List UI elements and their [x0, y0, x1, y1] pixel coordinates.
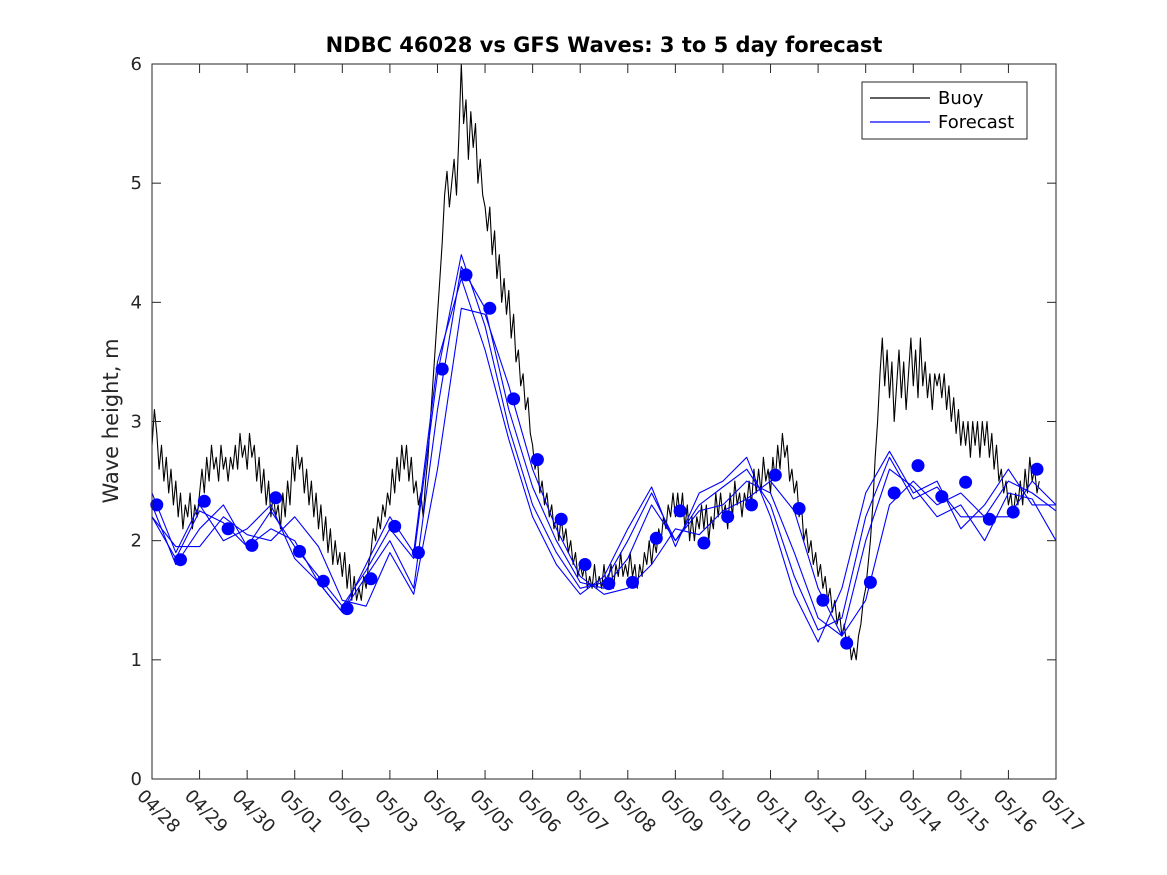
forecast-marker-24	[721, 510, 735, 524]
forecast-marker-17	[554, 512, 568, 526]
chart-title: NDBC 46028 vs GFS Waves: 3 to 5 day fore…	[326, 33, 883, 57]
forecast-marker-19	[602, 577, 616, 591]
forecast-marker-6	[293, 544, 306, 558]
forecast-marker-13	[459, 268, 473, 282]
forecast-marker-2	[197, 494, 211, 508]
forecast-marker-0	[150, 498, 164, 512]
forecast-marker-9	[364, 572, 378, 586]
forecast-marker-21	[649, 531, 663, 545]
y-tick-label-0: 0	[131, 769, 142, 790]
y-axis-label: Wave height, m	[99, 338, 123, 503]
forecast-marker-27	[792, 502, 806, 515]
legend-label-forecast: Forecast	[938, 112, 1014, 133]
forecast-marker-32	[911, 459, 925, 473]
forecast-marker-33	[935, 490, 949, 504]
forecast-marker-4	[245, 538, 259, 552]
y-tick-label-5: 5	[131, 173, 142, 194]
forecast-marker-20	[626, 575, 639, 589]
y-tick-label-3: 3	[131, 412, 142, 433]
forecast-marker-31	[887, 486, 901, 500]
forecast-marker-11	[411, 546, 425, 560]
forecast-marker-22	[673, 504, 687, 518]
y-axis-ticks: 0 1 2 3 4 5 6	[131, 54, 1056, 790]
y-tick-label-2: 2	[131, 531, 142, 552]
forecast-line-1	[151, 307, 1057, 637]
axes-frame	[151, 63, 1057, 780]
buoy-line	[151, 63, 1040, 661]
forecast-marker-1	[174, 553, 187, 567]
forecast-marker-10	[388, 519, 402, 533]
forecast-marker-23	[697, 536, 711, 550]
forecast-marker-28	[816, 593, 830, 607]
forecast-line-4	[151, 277, 1056, 643]
forecast-marker-36	[1006, 505, 1020, 519]
forecast-marker-7	[316, 574, 330, 588]
forecast-marker-14	[483, 301, 497, 315]
forecast-marker-30	[863, 575, 877, 589]
forecast-marker-5	[269, 491, 283, 505]
forecast-marker-15	[507, 392, 521, 406]
forecast-marker-34	[959, 475, 973, 489]
forecast-marker-8	[340, 602, 354, 616]
y-tick-label-1: 1	[131, 650, 142, 671]
legend-label-buoy: Buoy	[938, 88, 984, 109]
legend: Buoy Forecast	[861, 81, 1028, 140]
forecast-marker-29	[840, 636, 854, 650]
forecast-marker-12	[435, 362, 449, 376]
legend-box	[861, 81, 1028, 140]
plot-area	[150, 63, 1057, 661]
forecast-marker-37	[1030, 462, 1044, 476]
forecast-marker-26	[768, 468, 782, 482]
y-tick-label-4: 4	[131, 292, 142, 313]
forecast-marker-18	[578, 558, 592, 571]
forecast-marker-3	[221, 522, 235, 536]
forecast-marker-16	[530, 453, 544, 467]
y-tick-label-6: 6	[131, 54, 142, 75]
forecast-marker-35	[982, 512, 996, 526]
forecast-marker-25	[745, 498, 758, 512]
